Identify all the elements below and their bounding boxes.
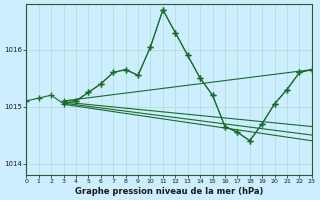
X-axis label: Graphe pression niveau de la mer (hPa): Graphe pression niveau de la mer (hPa) [75,187,263,196]
